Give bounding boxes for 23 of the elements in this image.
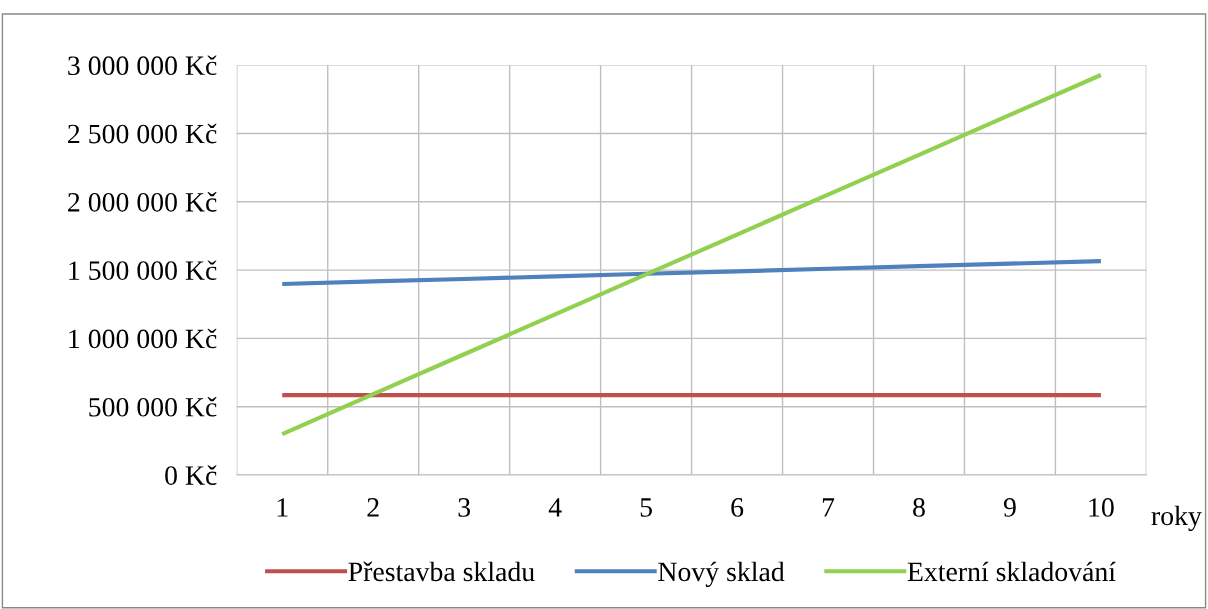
x-tick-label: 3 [458, 498, 471, 517]
x-tick-label: 9 [1003, 498, 1016, 517]
legend-label: Nový sklad [658, 561, 785, 587]
line-series [280, 258, 1103, 287]
x-axis-title: roky [1151, 505, 1202, 532]
y-tick-label: 1 500 000 Kč [69, 260, 217, 280]
y-tick-label: 3 000 000 Kč [68, 55, 217, 76]
x-tick-label: 10 [1089, 498, 1114, 517]
x-tick-label: 7 [822, 498, 835, 517]
x-tick-label: 1 [277, 498, 288, 517]
x-tick-label: 8 [913, 498, 925, 517]
y-tick-label: 0 Kč [165, 465, 217, 485]
y-tick-label: 1 000 000 Kč [69, 328, 217, 349]
y-tick-label: 500 000 Kč [89, 397, 217, 417]
x-tick-label: 4 [548, 498, 562, 517]
y-tick-label: 2 500 000 Kč [68, 123, 217, 144]
x-tick-label: 5 [640, 498, 652, 517]
x-tick-label: 2 [367, 498, 379, 517]
legend-label: Přestavba skladu [348, 561, 535, 582]
legend-label: Externí skladování [907, 561, 1116, 582]
line-series [280, 72, 1103, 437]
y-tick-label: 2 000 000 Kč [68, 192, 217, 212]
x-tick-label: 6 [731, 498, 744, 517]
